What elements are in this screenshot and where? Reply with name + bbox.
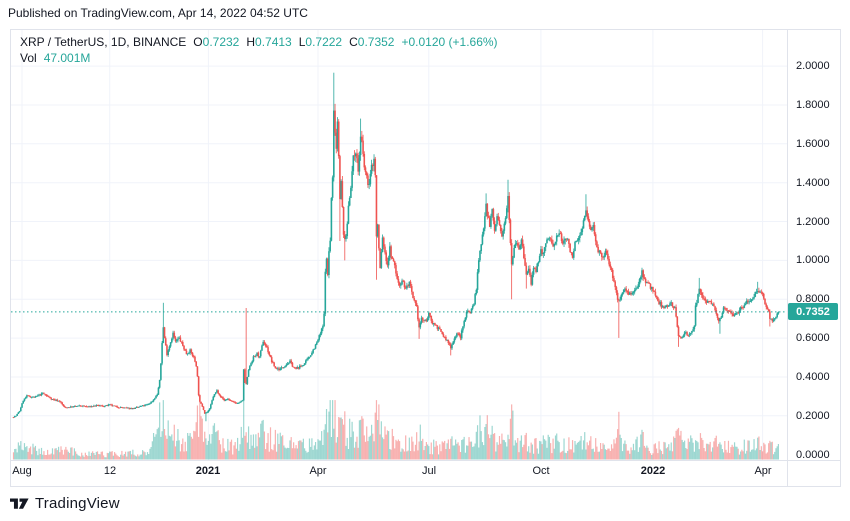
price-tick-label[interactable]: 1.2000 <box>796 216 830 228</box>
brand-text: TradingView <box>35 495 120 512</box>
chart-card: XRP / TetherUS, 1D, BINANCE O0.7232 H0.7… <box>10 29 841 487</box>
low-value: L0.7222 <box>298 35 343 49</box>
time-tick-label[interactable]: Oct <box>532 465 550 477</box>
gridlines <box>11 30 840 486</box>
symbol-legend: XRP / TetherUS, 1D, BINANCE O0.7232 H0.7… <box>20 35 498 49</box>
tradingview-logo-icon <box>10 497 29 509</box>
price-tick-label[interactable]: 0.2000 <box>796 410 830 422</box>
price-tick-label[interactable]: 0.4000 <box>796 371 830 383</box>
time-tick-label[interactable]: Apr <box>754 465 772 477</box>
price-tick-label[interactable]: 0.6000 <box>796 332 830 344</box>
price-tick-label[interactable]: 1.0000 <box>796 254 830 266</box>
price-tick-label[interactable]: 0.0000 <box>796 449 830 461</box>
price-tick-label[interactable]: 2.0000 <box>796 60 830 72</box>
time-tick-label[interactable]: 2021 <box>195 465 221 477</box>
price-tick-label[interactable]: 0.8000 <box>796 293 830 305</box>
volume-bars <box>12 400 779 460</box>
high-value: H0.7413 <box>246 35 292 49</box>
price-tick-label[interactable]: 1.8000 <box>796 99 830 111</box>
time-tick-label[interactable]: Apr <box>309 465 327 477</box>
time-tick-label[interactable]: 2022 <box>640 465 666 477</box>
time-tick-label[interactable]: Aug <box>12 465 32 477</box>
volume-label: Vol <box>20 51 37 65</box>
candlestick-chart-pane[interactable] <box>11 30 840 486</box>
open-value: O0.7232 <box>193 35 240 49</box>
close-value: C0.7352 <box>349 35 395 49</box>
time-tick-label[interactable]: 12 <box>103 465 117 477</box>
price-tick-label[interactable]: 1.6000 <box>796 138 830 150</box>
volume-value: 47.001M <box>43 51 91 65</box>
volume-legend: Vol 47.001M <box>20 51 90 65</box>
last-price-badge: 0.7352 <box>788 303 838 321</box>
footer-brand[interactable]: TradingView <box>10 495 120 512</box>
published-caption: Published on TradingView.com, Apr 14, 20… <box>8 6 308 20</box>
candles <box>12 72 780 422</box>
time-tick-label[interactable]: Jul <box>421 465 437 477</box>
symbol-title: XRP / TetherUS, 1D, BINANCE <box>20 35 187 49</box>
change-value: +0.0120 (+1.66%) <box>401 35 498 49</box>
price-tick-label[interactable]: 1.4000 <box>796 177 830 189</box>
